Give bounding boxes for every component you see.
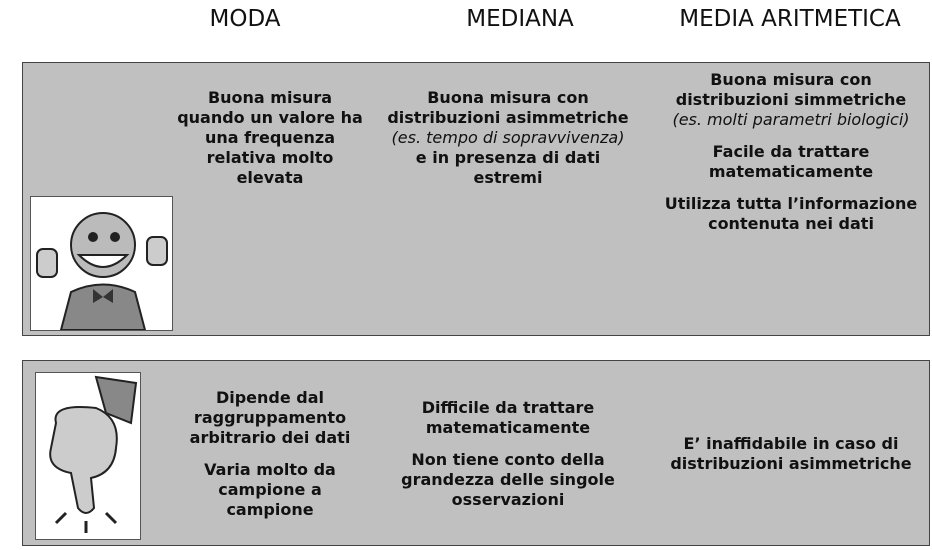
cell-text: e in presenza di dati estremi <box>415 148 601 187</box>
pros-panel <box>22 62 930 336</box>
cell-text: Varia molto da campione a campione <box>204 460 336 519</box>
cell-paragraph: Non tiene conto della grandezza delle si… <box>385 450 631 510</box>
cell-text: Dipende dal raggruppamento arbitrario de… <box>189 388 351 447</box>
cell-text: Utilizza tutta l’informazione contenuta … <box>664 194 918 233</box>
thumbs-down-cartoon <box>35 372 141 540</box>
cell-text: Buona misura quando un valore ha una fre… <box>177 88 363 187</box>
cell-paragraph: Facile da trattare matematicamente <box>660 142 922 182</box>
cell-paragraph: Dipende dal raggruppamento arbitrario de… <box>172 388 368 448</box>
cell: Buona misura con distribuzioni asimmetri… <box>385 88 631 330</box>
cell-paragraph: Varia molto da campione a campione <box>172 460 368 520</box>
cell: Difficile da trattare matematicamente Non… <box>385 366 631 542</box>
column-header: MODA <box>209 6 281 32</box>
italic-text: (es. molti parametri biologici) <box>672 110 910 129</box>
thumb-drawing <box>49 375 138 533</box>
cell: Dipende dal raggruppamento arbitrario de… <box>172 366 368 542</box>
cons-panel <box>22 360 930 546</box>
cell-text: Difficile da trattare matematicamente <box>421 398 595 437</box>
italic-text: (es. tempo di sopravvivenza) <box>391 128 625 147</box>
cell: Buona misura con distribuzioni simmetric… <box>660 70 922 330</box>
cell-paragraph: E’ inaffidabile in caso di distribuzioni… <box>660 434 922 474</box>
cell: E’ inaffidabile in caso di distribuzioni… <box>660 366 922 542</box>
cell: Buona misura quando un valore ha una fre… <box>172 88 368 330</box>
cell-paragraph: Buona misura quando un valore ha una fre… <box>172 88 368 188</box>
cell-text: E’ inaffidabile in caso di distribuzioni… <box>670 434 912 473</box>
column-header: MEDIANA <box>466 6 574 32</box>
cell-text: Buona misura con distribuzioni asimmetri… <box>387 88 629 127</box>
cell-text: Buona misura con distribuzioni simmetric… <box>675 70 907 109</box>
cell-paragraph: Buona misura con distribuzioni asimmetri… <box>385 88 631 188</box>
cartoon-drawing <box>36 212 168 331</box>
column-header: MEDIA ARITMETICA <box>679 6 901 32</box>
cell-paragraph: Buona misura con distribuzioni simmetric… <box>660 70 922 130</box>
cell-paragraph: Utilizza tutta l’informazione contenuta … <box>660 194 922 234</box>
cell-text: Non tiene conto della grandezza delle si… <box>401 450 615 509</box>
happy-cartoon <box>30 196 173 331</box>
cell-text: Facile da trattare matematicamente <box>708 142 874 181</box>
cell-paragraph: Difficile da trattare matematicamente <box>385 398 631 438</box>
